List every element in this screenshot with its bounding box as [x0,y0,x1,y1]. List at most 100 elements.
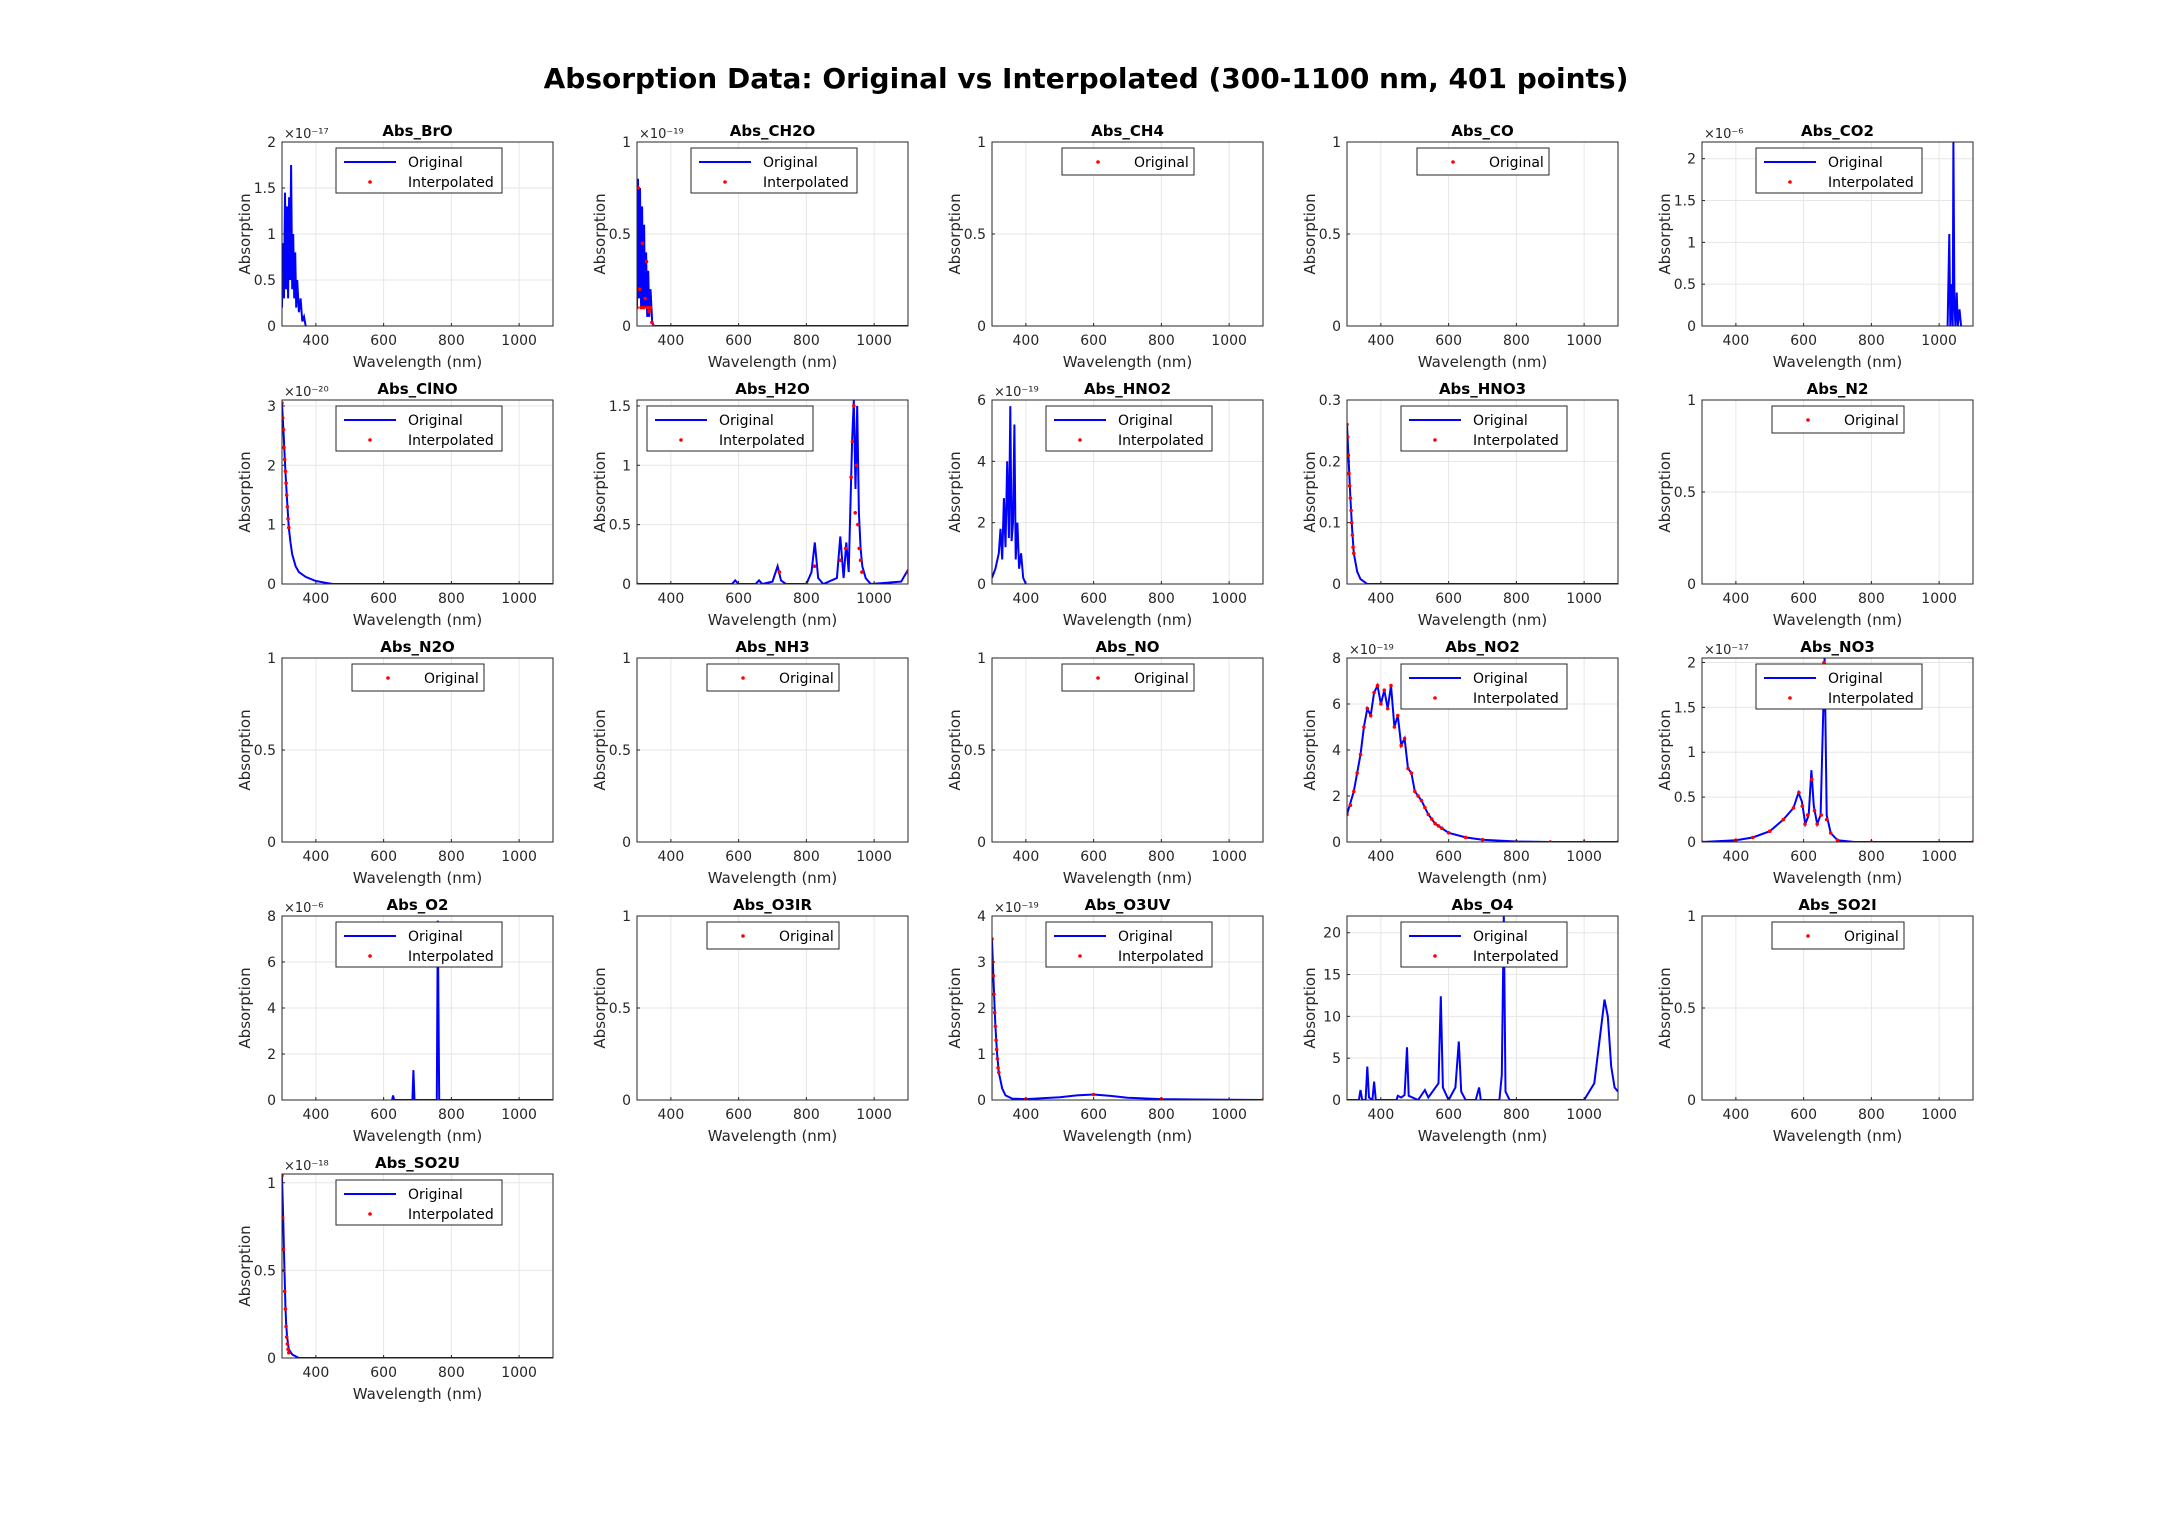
legend-label-original: Original [1134,155,1189,171]
x-tick-label: 800 [1858,849,1885,865]
legend-box [1061,663,1195,692]
legend-label-original: Original [1473,413,1528,429]
x-axis-label: Wavelength (nm) [353,1127,483,1145]
x-tick-label: 400 [303,591,330,607]
subplot-abs-no: 400 600 800 1000 0 0.5 1 Abs_NO Wavelength (nm) A… [946,638,1264,887]
series-group [391,920,553,1100]
y-tick-label: 0 [622,319,631,335]
interpolated-point [852,404,856,408]
y-tick-label: 1 [267,651,276,667]
interpolated-point [644,259,649,264]
y-axis-label: Absorption [946,193,964,274]
interpolated-point [857,546,861,551]
x-axis-label: Wavelength (nm) [708,611,838,629]
axes-box [1701,657,1974,843]
y-tick-label: 1 [622,651,631,667]
series-group [1347,422,1618,584]
x-tick-label: 600 [1080,849,1107,865]
x-tick-label: 400 [1368,849,1395,865]
x-tick-label: 600 [1790,333,1817,349]
x-tick-label: 400 [1723,591,1750,607]
subplot-title: Abs_SO2U [375,1154,460,1172]
x-tick-label: 1000 [501,1365,537,1381]
y-exponent-label: ×10⁻¹⁹ [1349,643,1394,658]
interpolated-point [282,416,285,420]
legend-marker-interpolated [1433,438,1437,442]
interpolated-point [637,287,642,292]
y-tick-label: 1.5 [1674,700,1696,716]
y-tick-label: 10 [1323,1009,1341,1025]
legend-box [1400,663,1568,710]
x-tick-label: 1000 [501,333,537,349]
y-tick-label: 0 [622,577,631,593]
x-tick-label: 1000 [501,849,537,865]
x-tick-label: 800 [1148,849,1175,865]
y-tick-label: 20 [1323,926,1341,942]
legend-marker-original [1451,160,1455,164]
subplot-abs-ch2o: 400 600 800 1000 0 0.5 1 ×10⁻¹⁹ Abs_CH2O Waveleng… [591,122,909,371]
legend-box [646,405,814,452]
subplot-abs-o3ir: 400 600 800 1000 0 0.5 1 Abs_O3IR Wavelength (nm… [591,896,909,1145]
y-tick-label: 0 [622,835,631,851]
legend-marker-interpolated [723,180,727,184]
interpolated-point [282,457,287,462]
interpolated-point [1835,838,1840,842]
interpolated-point [282,427,286,432]
x-tick-label: 800 [1858,591,1885,607]
interpolated-point [282,1216,285,1220]
y-axis-label: Absorption [236,1225,254,1306]
y-tick-label: 1 [622,135,631,151]
subplot-abs-co2: 400 600 800 1000 0 0.5 1 1.5 2 ×10⁻⁶ Abs_CO2 Wavele… [1656,122,1974,371]
x-axis-label: Wavelength (nm) [353,611,483,629]
x-axis-label: Wavelength (nm) [1063,869,1193,887]
legend-label-interpolated: Interpolated [1828,691,1914,707]
y-axis-label: Absorption [1301,967,1319,1048]
series-group [1347,682,1618,842]
x-tick-label: 1000 [1921,333,1957,349]
subplot-title: Abs_CH2O [730,122,816,140]
x-tick-label: 400 [1723,333,1750,349]
y-tick-label: 2 [1332,789,1341,805]
legend-marker-interpolated [1788,696,1792,700]
interpolated-point [1358,752,1363,757]
interpolated-point [1348,496,1353,500]
subplot-abs-ch4: 400 600 800 1000 0 0.5 1 Abs_CH4 Wavelength (nm)… [946,122,1264,371]
series-original-line [1702,658,1973,842]
interpolated-point [282,1247,286,1252]
series-group [1946,142,1963,326]
y-axis-label: Absorption [946,451,964,532]
interpolated-point [1091,1092,1096,1097]
subplot-title: Abs_NO [1095,638,1159,656]
series-group [282,1174,553,1358]
x-tick-label: 400 [1368,333,1395,349]
y-tick-label: 0.5 [609,227,631,243]
legend-label-original: Original [408,1187,463,1203]
subplot-title: Abs_CH4 [1091,122,1164,140]
y-tick-label: 5 [1332,1051,1341,1067]
legend-box [1061,147,1195,176]
subplot-title: Abs_BrO [382,122,452,140]
interpolated-point [1791,806,1796,810]
interpolated-point [1396,713,1400,718]
y-exponent-label: ×10⁻¹⁹ [639,127,684,142]
legend: Original [1416,147,1550,176]
x-tick-label: 800 [438,1107,465,1123]
x-axis-label: Wavelength (nm) [1418,611,1548,629]
subplot-abs-no2: 400 600 800 1000 0 2 4 6 8 ×10⁻¹⁹ Abs_NO2 Wavelengt… [1301,638,1619,887]
subplot-title: Abs_O2 [387,896,449,914]
interpolated-point [1347,435,1350,439]
x-axis-label: Wavelength (nm) [708,1127,838,1145]
legend-label-interpolated: Interpolated [1118,433,1204,449]
interpolated-point [1365,706,1370,711]
legend: Original Interpolated [335,1179,503,1226]
y-tick-label: 3 [977,955,986,971]
interpolated-point [854,463,859,468]
interpolated-point [287,525,291,530]
x-tick-label: 800 [793,1107,820,1123]
legend: Original [351,663,485,692]
axes-box [1346,915,1619,1101]
legend-marker-interpolated [1433,696,1437,700]
y-tick-label: 2 [1687,655,1696,671]
x-axis-label: Wavelength (nm) [1773,611,1903,629]
x-tick-label: 1000 [1921,591,1957,607]
